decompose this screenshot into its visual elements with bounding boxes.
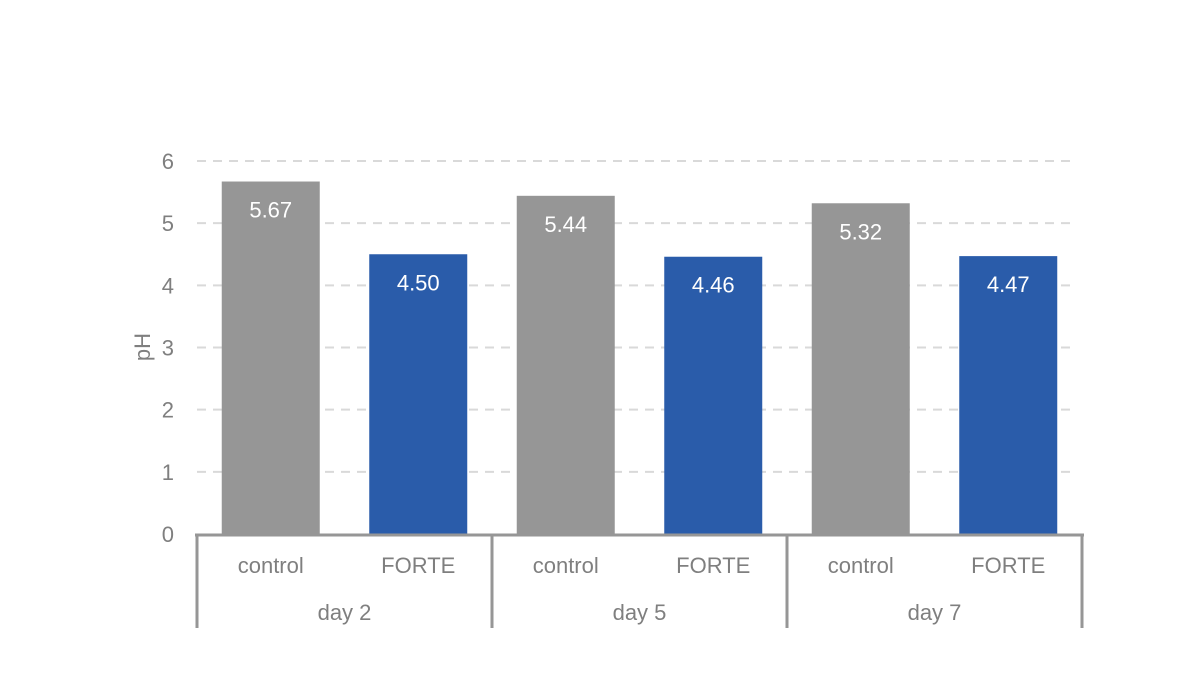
- y-tick-label: 5: [162, 211, 174, 236]
- bar: [369, 254, 468, 534]
- data-label: 4.47: [987, 272, 1030, 297]
- data-label: 5.32: [839, 219, 882, 244]
- y-axis-title: pH: [130, 333, 155, 361]
- y-tick-label: 6: [162, 149, 174, 174]
- y-tick-label: 0: [162, 522, 174, 547]
- x-category-label: control: [238, 553, 304, 578]
- x-group-label: day 7: [908, 600, 962, 625]
- x-axis: control FORTE day 2 control FORTE day 5 contro…: [195, 533, 1084, 628]
- x-category-label: control: [533, 553, 599, 578]
- y-tick-label: 2: [162, 398, 174, 423]
- data-label: 5.44: [544, 212, 587, 237]
- data-label: 4.50: [397, 270, 440, 295]
- data-label: 5.67: [249, 198, 292, 223]
- y-axis-ticks: 0 1 2 3 4 5 6: [162, 149, 174, 547]
- bar: [811, 203, 910, 535]
- y-tick-label: 1: [162, 460, 174, 485]
- x-category-label: FORTE: [381, 553, 455, 578]
- bar: [664, 256, 763, 534]
- data-label: 4.46: [692, 273, 735, 298]
- y-tick-label: 4: [162, 273, 174, 298]
- bar: [516, 195, 615, 534]
- x-group-label: day 5: [613, 600, 667, 625]
- y-tick-label: 3: [162, 336, 174, 361]
- bar: [959, 256, 1058, 534]
- x-group-label: day 2: [318, 600, 372, 625]
- x-category-label: FORTE: [676, 553, 750, 578]
- gridlines: [197, 160, 1075, 473]
- x-category-label: FORTE: [971, 553, 1045, 578]
- x-category-label: control: [828, 553, 894, 578]
- bars: 5.67 4.50 5.44 4.46 5.32 4.47: [221, 181, 1058, 535]
- bar: [221, 181, 320, 534]
